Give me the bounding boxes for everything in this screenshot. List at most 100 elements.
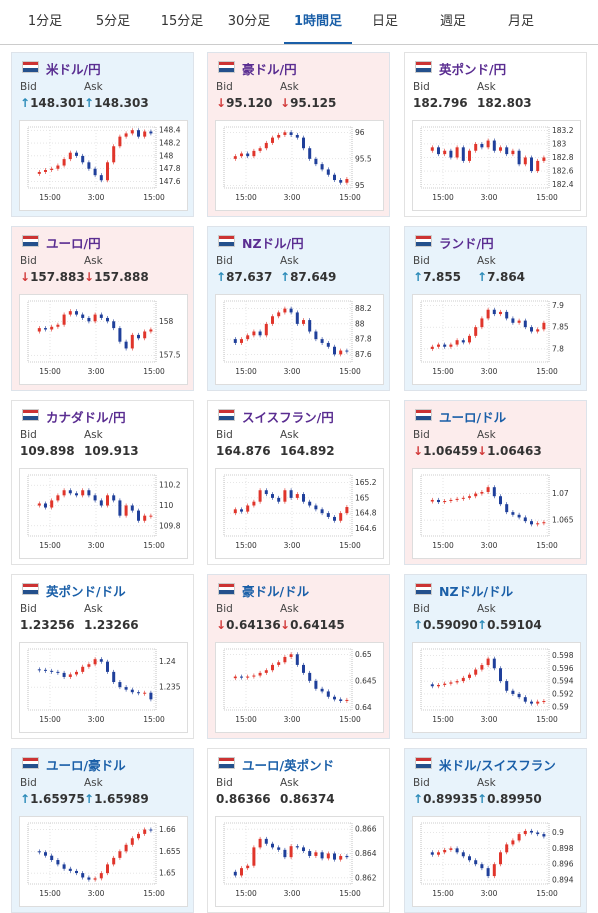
bid-arrow: ↑ — [413, 270, 424, 284]
candle — [37, 851, 41, 853]
rate-card[interactable]: NZドル/円 Bid Ask ↑87.637 ↑87.649 87.6 87.8 88 88.2… — [207, 226, 390, 391]
candle — [252, 501, 256, 506]
rate-card[interactable]: カナダドル/円 Bid Ask 109.898 109.913 109.8 110 110.2… — [11, 400, 194, 565]
candle — [461, 147, 465, 161]
x-tick-label: 3:00 — [88, 541, 105, 550]
bid-arrow: ↑ — [413, 792, 424, 806]
rate-card[interactable]: 米ドル/スイスフラン Bid Ask ↑0.89935 ↑0.89950 0.894 0.8… — [404, 748, 587, 913]
candle — [56, 495, 60, 501]
y-tick-label: 0.896 — [552, 860, 574, 869]
rate-card[interactable]: 英ポンド/円 Bid Ask 182.796 182.803 182.4 182.6 182.… — [404, 52, 587, 217]
time-tab[interactable]: 30分足 — [227, 14, 271, 29]
ask-price: 1.23266 — [84, 618, 139, 632]
rate-card[interactable]: スイスフラン/円 Bid Ask 164.876 164.892 164.6 164.8 16… — [207, 400, 390, 565]
rate-card[interactable]: ユーロ/英ポンド Bid Ask 0.86366 0.86374 0.862 0.864 0.… — [207, 748, 390, 913]
flag-icon — [218, 409, 235, 421]
time-tab[interactable]: 日足 — [371, 14, 398, 29]
candle — [461, 677, 465, 682]
x-tick-label: 15:00 — [536, 367, 558, 376]
rate-card[interactable]: 米ドル/円 Bid Ask ↑148.301 ↑148.303 147.6 147.8 148… — [11, 52, 194, 217]
time-tab[interactable]: 1分足 — [27, 14, 63, 29]
time-tab[interactable]: 週足 — [439, 14, 466, 29]
time-tab[interactable]: 15分足 — [160, 14, 204, 29]
candle — [289, 846, 293, 858]
rate-card[interactable]: 豪ドル/円 Bid Ask ↓95.120 ↓95.125 95 95.5 96 15:00 3:… — [207, 52, 390, 217]
bid-label: Bid — [216, 603, 233, 615]
pair-title: ユーロ/ドル — [439, 410, 507, 425]
bid-arrow: ↓ — [216, 618, 227, 632]
candle — [474, 327, 478, 336]
flag-icon — [415, 757, 432, 769]
rate-card[interactable]: ユーロ/円 Bid Ask ↓157.883 ↓157.888 157.5 158 15:00… — [11, 226, 194, 391]
candle — [333, 696, 336, 700]
candle — [258, 490, 262, 502]
ask-label: Ask — [477, 603, 496, 615]
candle — [99, 873, 103, 879]
ask-label: Ask — [280, 255, 299, 267]
ask-label: Ask — [477, 255, 496, 267]
candle — [449, 344, 453, 347]
candle — [62, 672, 66, 677]
ask-price: 164.892 — [280, 444, 335, 458]
bid-arrow: ↑ — [413, 618, 424, 632]
rate-card[interactable]: 豪ドル/ドル Bid Ask ↓0.64136 ↓0.64145 0.64 0.645 0.6… — [207, 574, 390, 739]
candle — [302, 137, 305, 149]
candle — [449, 848, 453, 850]
candle — [511, 840, 515, 845]
tab-divider — [0, 44, 598, 45]
pair-title: 豪ドル/ドル — [242, 584, 310, 599]
x-tick-label: 15:00 — [235, 541, 257, 550]
y-tick-label: 1.65 — [159, 869, 176, 878]
ask-label: Ask — [84, 81, 103, 93]
ask-price: 95.125 — [290, 96, 337, 110]
candle — [499, 668, 502, 682]
bid-arrow: ↓ — [216, 96, 227, 110]
bid-price: 0.59090 — [423, 618, 478, 632]
ask-arrow: ↑ — [477, 792, 488, 806]
candle — [68, 674, 72, 677]
candle — [461, 852, 465, 857]
y-tick-label: 7.85 — [552, 323, 569, 332]
candle — [443, 500, 447, 503]
candle — [37, 503, 41, 506]
candle — [345, 699, 349, 701]
rate-card[interactable]: NZドル/ドル Bid Ask ↑0.59090 ↑0.59104 0.59 0.592 0.… — [404, 574, 587, 739]
x-tick-label: 15:00 — [39, 193, 61, 202]
plot-frame — [420, 474, 550, 537]
candle — [530, 701, 533, 704]
candle — [68, 311, 72, 315]
candle — [443, 150, 447, 155]
ask-value: 182.803 — [477, 96, 532, 110]
y-tick-label: 1.07 — [552, 489, 569, 498]
rate-card[interactable]: ユーロ/ドル Bid Ask ↓1.06459 ↓1.06463 1.065 1.07 15:… — [404, 400, 587, 565]
rate-card[interactable]: ユーロ/豪ドル Bid Ask ↑1.65975 ↑1.65989 1.65 1.655 1.… — [11, 748, 194, 913]
candle — [474, 143, 478, 151]
candle — [130, 838, 134, 845]
y-tick-label: 7.8 — [552, 344, 564, 353]
bid-label: Bid — [413, 81, 430, 93]
rate-card[interactable]: 英ポンド/ドル Bid Ask 1.23256 1.23266 1.235 1.24 15:0… — [11, 574, 194, 739]
x-tick-label: 15:00 — [235, 889, 257, 898]
candle — [486, 309, 490, 319]
candle — [536, 701, 540, 704]
flag-icon — [415, 61, 432, 73]
time-tab[interactable]: 5分足 — [95, 14, 131, 29]
rate-card[interactable]: ランド/円 Bid Ask ↑7.855 ↑7.864 7.8 7.85 7.9 15:00 3:… — [404, 226, 587, 391]
candle — [68, 152, 72, 160]
candle — [326, 169, 330, 175]
candle — [443, 849, 447, 853]
candle — [437, 499, 440, 503]
candle — [308, 672, 312, 681]
flag-icon — [415, 235, 432, 247]
time-tab[interactable]: 月足 — [507, 14, 534, 29]
pair-title: ユーロ/英ポンド — [242, 758, 335, 773]
candle — [530, 157, 533, 172]
candle — [246, 676, 250, 678]
x-tick-label: 15:00 — [432, 541, 454, 550]
mini-chart: 95 95.5 96 15:00 3:00 15:00 — [215, 120, 384, 211]
candle — [44, 503, 47, 508]
time-tab[interactable]: 1時間足 — [284, 0, 352, 44]
candle — [252, 675, 256, 677]
ask-price: 0.86374 — [280, 792, 335, 806]
